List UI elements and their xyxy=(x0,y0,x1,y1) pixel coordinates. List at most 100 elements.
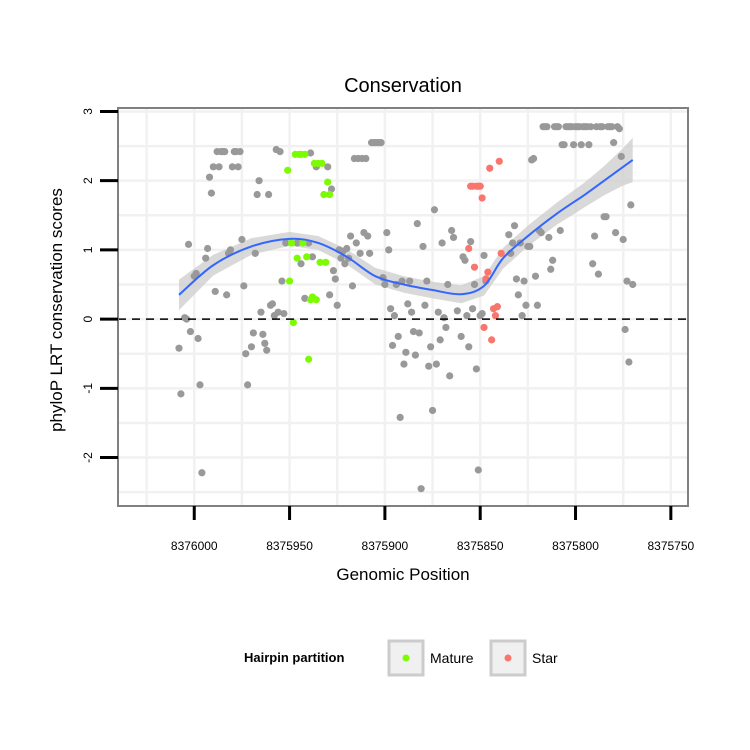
data-point-mature xyxy=(293,254,301,262)
data-point-other xyxy=(249,329,257,337)
data-point-other xyxy=(337,254,345,262)
data-point-other xyxy=(308,253,317,261)
plot-background xyxy=(118,108,688,506)
legend-swatch-mature xyxy=(402,654,410,662)
data-point-mature xyxy=(326,190,334,199)
legend-swatch-star xyxy=(504,654,512,662)
data-point-other xyxy=(194,334,202,343)
x-tick-label: 8376000 xyxy=(171,539,218,553)
data-point-other xyxy=(263,346,271,354)
data-point-other xyxy=(329,267,338,275)
data-point-star xyxy=(491,312,500,320)
data-point-other xyxy=(467,237,475,246)
data-point-other xyxy=(209,163,217,171)
data-point-star xyxy=(488,336,496,344)
data-point-star xyxy=(480,323,488,332)
data-point-mature xyxy=(303,253,311,261)
smooth-fit-line xyxy=(178,159,634,296)
data-point-other xyxy=(510,222,519,230)
data-point-other xyxy=(505,231,513,239)
data-point-other xyxy=(402,348,410,356)
data-point-other xyxy=(427,343,435,351)
data-point-other xyxy=(242,350,250,358)
data-point-other xyxy=(436,336,444,344)
data-point-star xyxy=(476,182,484,190)
data-point-star xyxy=(486,164,494,172)
data-point-mature xyxy=(301,150,309,158)
data-point-other xyxy=(421,301,429,309)
data-point-other xyxy=(617,152,625,161)
data-point-other xyxy=(326,291,334,299)
data-point-other xyxy=(629,280,637,289)
data-point-mature xyxy=(312,296,320,304)
data-point-other xyxy=(333,301,341,309)
data-point-other xyxy=(240,282,248,290)
x-axis-title: Genomic Position xyxy=(336,565,469,584)
data-point-other xyxy=(615,125,623,133)
data-point-other xyxy=(419,242,427,251)
data-point-other xyxy=(444,280,452,289)
data-point-other xyxy=(533,301,541,309)
data-point-other xyxy=(301,294,309,302)
x-tick-label: 8375900 xyxy=(362,539,409,553)
data-point-other xyxy=(356,249,364,257)
data-point-mature xyxy=(324,178,332,186)
data-point-other xyxy=(234,163,242,171)
data-point-other xyxy=(442,323,450,332)
data-point-other xyxy=(388,341,397,350)
data-point-other xyxy=(543,123,551,131)
data-point-other xyxy=(594,270,603,278)
data-point-other xyxy=(449,233,458,242)
legend-label-star: Star xyxy=(532,650,558,666)
data-point-other xyxy=(413,219,421,228)
data-point-other xyxy=(251,249,259,257)
data-point-other xyxy=(203,244,212,253)
data-point-other xyxy=(589,260,597,268)
data-point-mature xyxy=(284,166,292,174)
data-point-other xyxy=(514,291,522,299)
data-point-other xyxy=(196,381,204,389)
data-point-other xyxy=(570,141,578,149)
data-point-other xyxy=(282,239,290,247)
data-point-other xyxy=(423,277,431,285)
data-point-other xyxy=(265,190,273,199)
data-point-other xyxy=(556,226,564,235)
data-point-mature xyxy=(299,239,307,247)
data-point-other xyxy=(522,301,530,309)
data-point-other xyxy=(461,256,469,264)
data-point-other xyxy=(362,154,370,163)
data-point-other xyxy=(390,312,399,320)
data-point-other xyxy=(341,260,349,268)
data-point-other xyxy=(385,246,393,254)
x-tick-label: 8375950 xyxy=(266,539,313,553)
legend-title: Hairpin partition xyxy=(244,650,344,665)
data-point-other xyxy=(625,358,633,366)
data-point-other xyxy=(537,228,545,237)
data-point-other xyxy=(448,226,456,235)
data-point-other xyxy=(547,265,555,273)
data-point-star xyxy=(478,194,486,202)
legend-label-mature: Mature xyxy=(430,650,474,666)
legend-key-mature xyxy=(387,639,425,677)
data-point-star xyxy=(493,303,501,311)
y-tick-label: 2 xyxy=(81,177,95,184)
data-point-other xyxy=(529,154,538,163)
data-point-other xyxy=(327,185,336,193)
data-point-other xyxy=(440,314,448,322)
data-point-other xyxy=(407,308,416,316)
data-point-other xyxy=(198,469,206,477)
data-point-other xyxy=(259,330,267,338)
data-point-other xyxy=(394,332,402,341)
data-point-other xyxy=(236,148,244,156)
data-point-other xyxy=(366,249,374,257)
y-tick-label: 1 xyxy=(81,246,95,253)
data-point-other xyxy=(577,141,585,149)
data-point-other xyxy=(590,232,599,240)
data-point-other xyxy=(509,239,517,247)
data-point-mature xyxy=(287,239,296,247)
data-point-other xyxy=(207,189,216,197)
data-point-other xyxy=(520,277,528,285)
data-point-other xyxy=(472,365,480,373)
data-point-other xyxy=(518,312,526,320)
data-point-other xyxy=(621,325,629,334)
